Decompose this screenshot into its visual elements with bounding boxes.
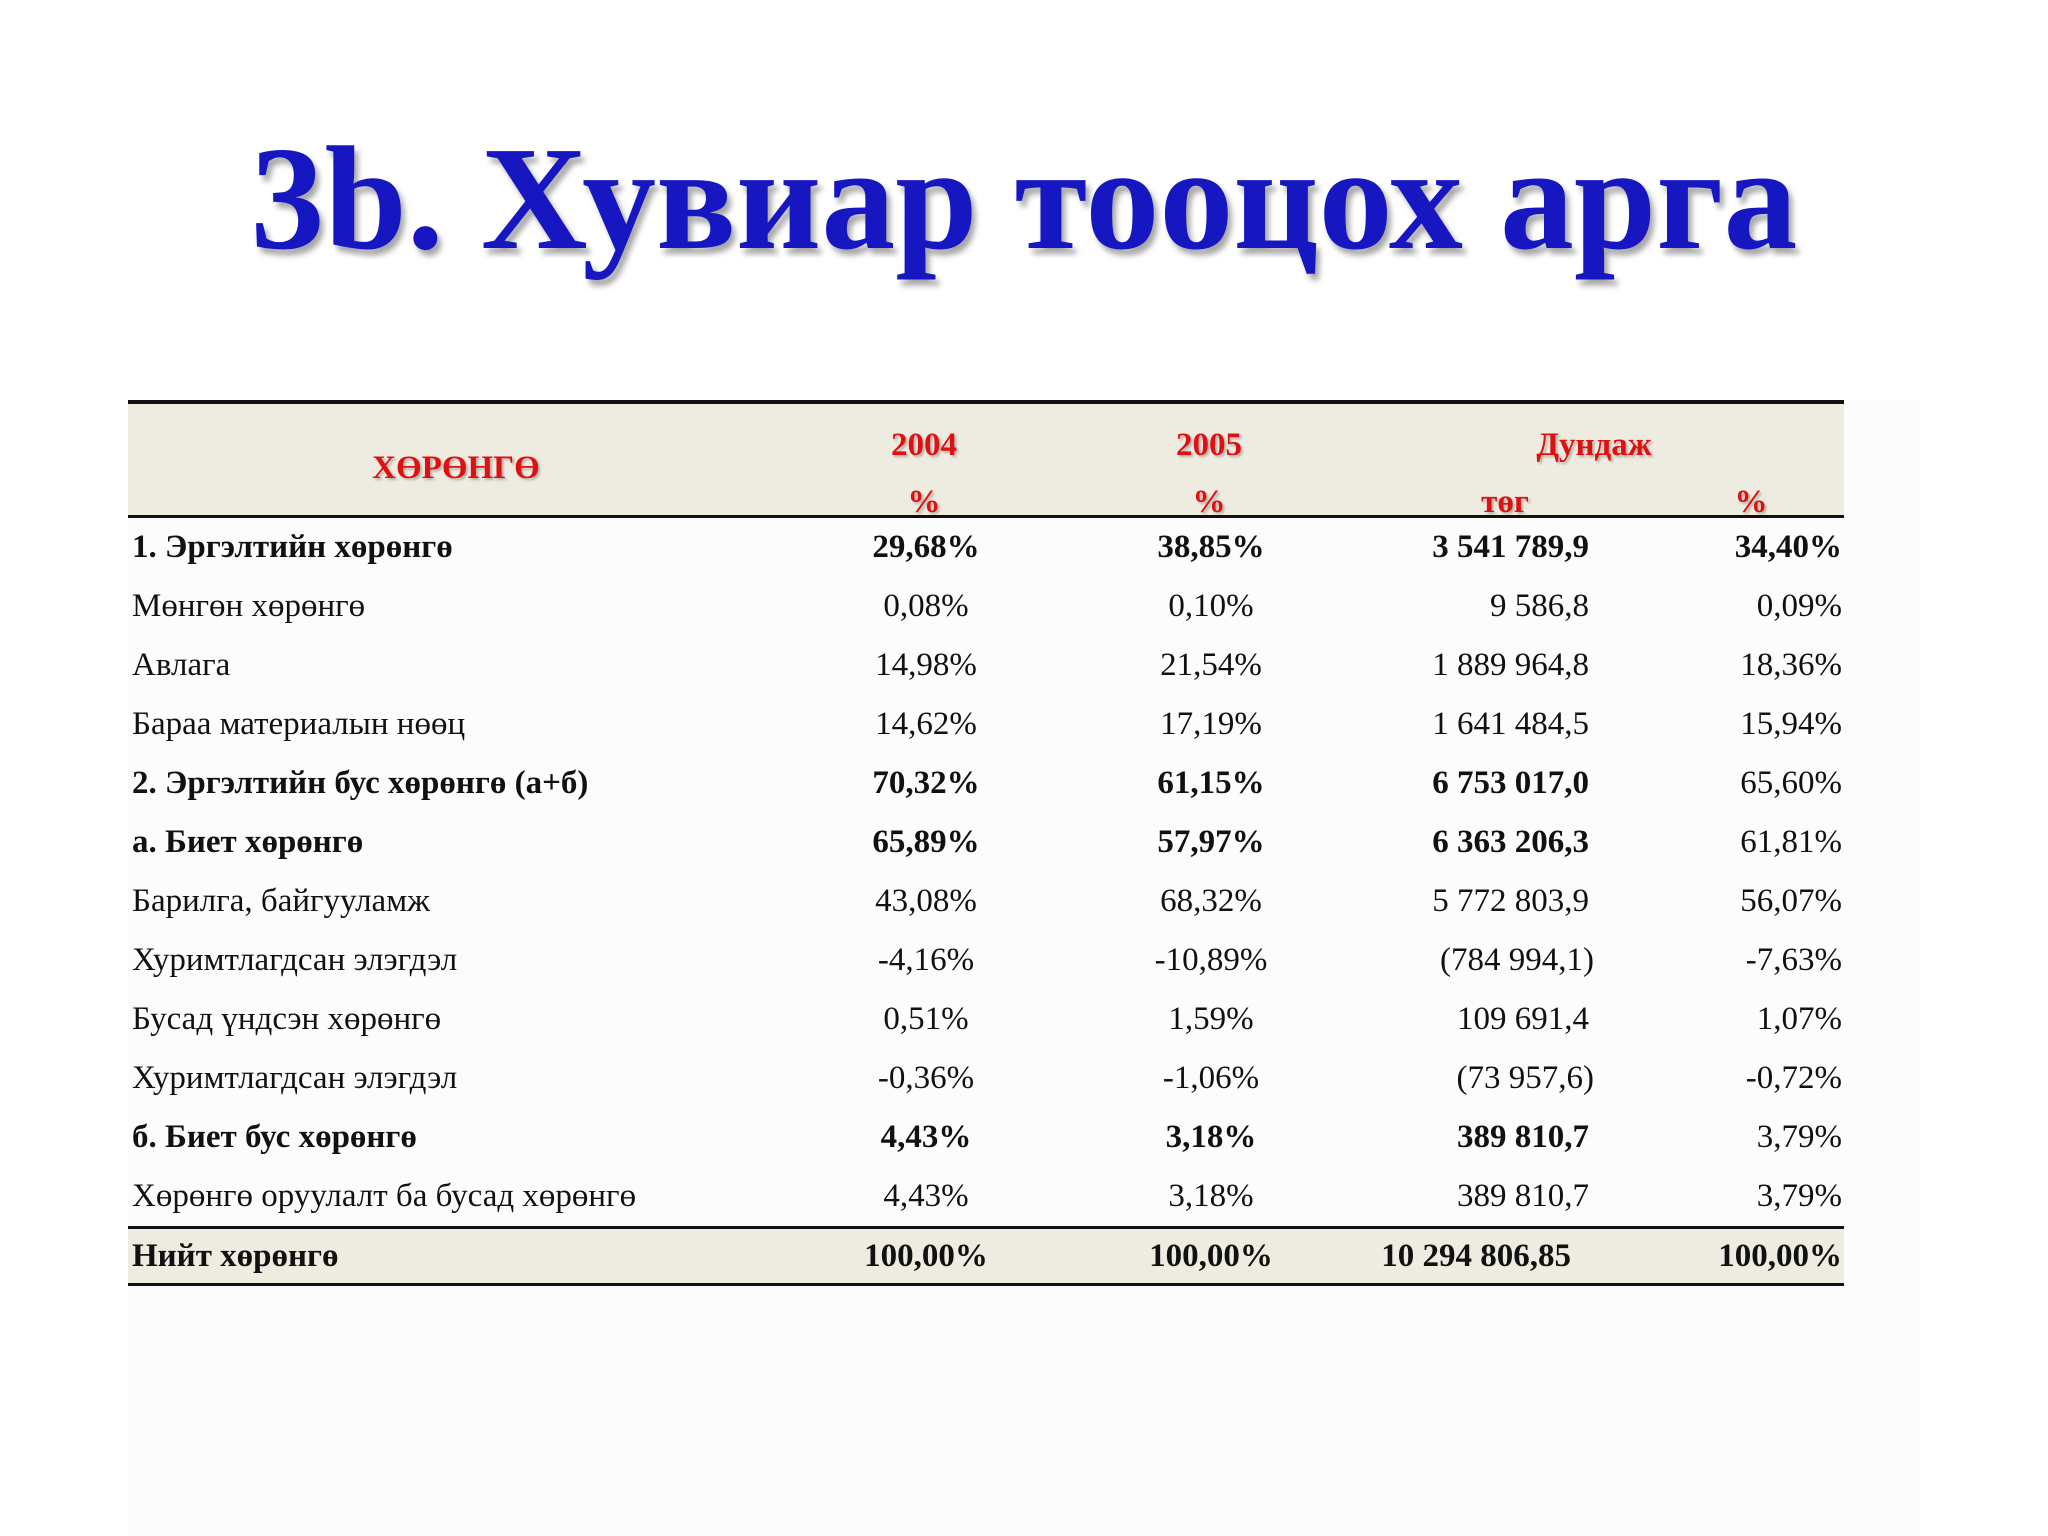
cell-avg-tog: 1 889 964,8 <box>1432 647 1589 683</box>
row-label: Хөрөнгө оруулалт ба бусад хөрөнгө <box>132 1178 637 1214</box>
cell-2004: 29,68% <box>872 529 980 565</box>
cell-avg-tog: 1 641 484,5 <box>1432 706 1589 742</box>
row-label: Бусад үндсэн хөрөнгө <box>132 1001 442 1037</box>
cell-avg-pct: 0,09% <box>1756 588 1842 624</box>
cell-avg-pct: 61,81% <box>1740 824 1842 860</box>
cell-avg-pct: 18,36% <box>1740 647 1842 683</box>
cell-2004: 4,43% <box>883 1178 969 1214</box>
cell-2005: -1,06% <box>1162 1060 1260 1096</box>
cell-avg-pct: 56,07% <box>1740 883 1842 919</box>
cell-avg-pct: 3,79% <box>1756 1178 1842 1214</box>
cell-avg-tog: 6 753 017,0 <box>1432 765 1589 801</box>
cell-2004: 14,62% <box>875 706 977 742</box>
cell-2004: 14,98% <box>875 647 977 683</box>
cell-avg-tog: (73 957,6) <box>1456 1060 1594 1096</box>
table-row: Авлага 14,98% 21,54% 1 889 964,8 18,36% <box>128 636 1844 695</box>
table-row: а. Биет хөрөнгө 65,89% 57,97% 6 363 206,… <box>128 813 1844 872</box>
cell-avg-tog: 5 772 803,9 <box>1432 883 1589 919</box>
table-row: 2. Эргэлтийн бус хөрөнгө (а+б) 70,32% 61… <box>128 754 1844 813</box>
cell-2005: 68,32% <box>1160 883 1262 919</box>
cell-avg-tog: 9 586,8 <box>1490 588 1589 624</box>
cell-2005: 3,18% <box>1165 1119 1257 1155</box>
cell-2005: 17,19% <box>1160 706 1262 742</box>
total-label: Нийт хөрөнгө <box>132 1238 339 1274</box>
header-pct-2004: % <box>907 484 941 520</box>
cell-avg-pct: -7,63% <box>1745 942 1842 978</box>
row-label: Бараа материалын нөөц <box>132 706 466 742</box>
content-panel <box>128 400 1920 1536</box>
cell-avg-tog: 109 691,4 <box>1457 1001 1589 1037</box>
cell-2004: 0,51% <box>883 1001 969 1037</box>
cell-2004: 0,08% <box>883 588 969 624</box>
table-row: Хөрөнгө оруулалт ба бусад хөрөнгө 4,43% … <box>128 1167 1844 1226</box>
cell-2005: 0,10% <box>1168 588 1254 624</box>
cell-avg-pct: 3,79% <box>1756 1119 1842 1155</box>
header-pct-avg: % <box>1734 484 1768 520</box>
table-row: 1. Эргэлтийн хөрөнгө 29,68% 38,85% 3 541… <box>128 518 1844 577</box>
cell-avg-tog: 6 363 206,3 <box>1432 824 1589 860</box>
cell-2004: -4,16% <box>877 942 975 978</box>
cell-2005: 38,85% <box>1157 529 1265 565</box>
row-label: Авлага <box>132 647 231 683</box>
row-label: б. Биет бус хөрөнгө <box>132 1119 417 1155</box>
header-2005: 2005 <box>1176 427 1242 463</box>
cell-2005: 1,59% <box>1168 1001 1254 1037</box>
cell-avg-pct: 15,94% <box>1740 706 1842 742</box>
cell-2005: 61,15% <box>1157 765 1265 801</box>
cell-2004: 70,32% <box>872 765 980 801</box>
cell-avg-tog: 3 541 789,9 <box>1432 529 1589 565</box>
cell-2005: -10,89% <box>1154 942 1268 978</box>
row-label: Хуримтлагдсан элэгдэл <box>132 1060 458 1096</box>
cell-avg-pct: -0,72% <box>1745 1060 1842 1096</box>
cell-avg-tog: (784 994,1) <box>1440 942 1594 978</box>
row-label: Хуримтлагдсан элэгдэл <box>132 942 458 978</box>
table-row: Барилга, байгууламж 43,08% 68,32% 5 772 … <box>128 872 1844 931</box>
table-row: Мөнгөн хөрөнгө 0,08% 0,10% 9 586,8 0,09% <box>128 577 1844 636</box>
row-label: Мөнгөн хөрөнгө <box>132 588 366 624</box>
total-2004: 100,00% <box>864 1238 988 1274</box>
table-row: Хуримтлагдсан элэгдэл -0,36% -1,06% (73 … <box>128 1049 1844 1108</box>
cell-2005: 3,18% <box>1168 1178 1254 1214</box>
table-row: Бараа материалын нөөц 14,62% 17,19% 1 64… <box>128 695 1844 754</box>
header-2004: 2004 <box>891 427 957 463</box>
cell-avg-tog: 389 810,7 <box>1457 1178 1589 1214</box>
slide-title: 3b. Хувиар тооцох арга <box>250 117 1798 281</box>
cell-2004: 43,08% <box>875 883 977 919</box>
cell-avg-pct: 1,07% <box>1756 1001 1842 1037</box>
row-label: 2. Эргэлтийн бус хөрөнгө (а+б) <box>132 765 589 801</box>
header-tog: төг <box>1481 484 1529 520</box>
header-average: Дундаж <box>1536 427 1652 463</box>
cell-2005: 21,54% <box>1160 647 1262 683</box>
table-row: Бусад үндсэн хөрөнгө 0,51% 1,59% 109 691… <box>128 990 1844 1049</box>
header-asset: ХӨРӨНГӨ <box>372 450 540 486</box>
table-body: 1. Эргэлтийн хөрөнгө 29,68% 38,85% 3 541… <box>128 518 1844 1226</box>
cell-avg-pct: 65,60% <box>1740 765 1842 801</box>
total-avg-tog: 10 294 806,85 <box>1381 1238 1571 1274</box>
cell-avg-pct: 34,40% <box>1734 529 1842 565</box>
row-label: 1. Эргэлтийн хөрөнгө <box>132 529 453 565</box>
total-2005: 100,00% <box>1149 1238 1273 1274</box>
cell-2004: -0,36% <box>877 1060 975 1096</box>
header-pct-2005: % <box>1192 484 1226 520</box>
total-avg-pct: 100,00% <box>1718 1238 1842 1274</box>
table-row: Хуримтлагдсан элэгдэл -4,16% -10,89% (78… <box>128 931 1844 990</box>
table-total-row: Нийт хөрөнгө 100,00% 100,00% 10 294 806,… <box>128 1226 1844 1286</box>
cell-2004: 4,43% <box>880 1119 972 1155</box>
cell-avg-tog: 389 810,7 <box>1457 1119 1589 1155</box>
table-header: ХӨРӨНГӨ 2004 2005 Дундаж % % төг % <box>128 400 1844 520</box>
row-label: а. Биет хөрөнгө <box>132 824 364 860</box>
row-label: Барилга, байгууламж <box>132 883 430 919</box>
asset-table: ХӨРӨНГӨ 2004 2005 Дундаж % % төг % 1. Эр… <box>128 400 1844 1286</box>
cell-2005: 57,97% <box>1157 824 1265 860</box>
cell-2004: 65,89% <box>872 824 980 860</box>
table-row: б. Биет бус хөрөнгө 4,43% 3,18% 389 810,… <box>128 1108 1844 1167</box>
